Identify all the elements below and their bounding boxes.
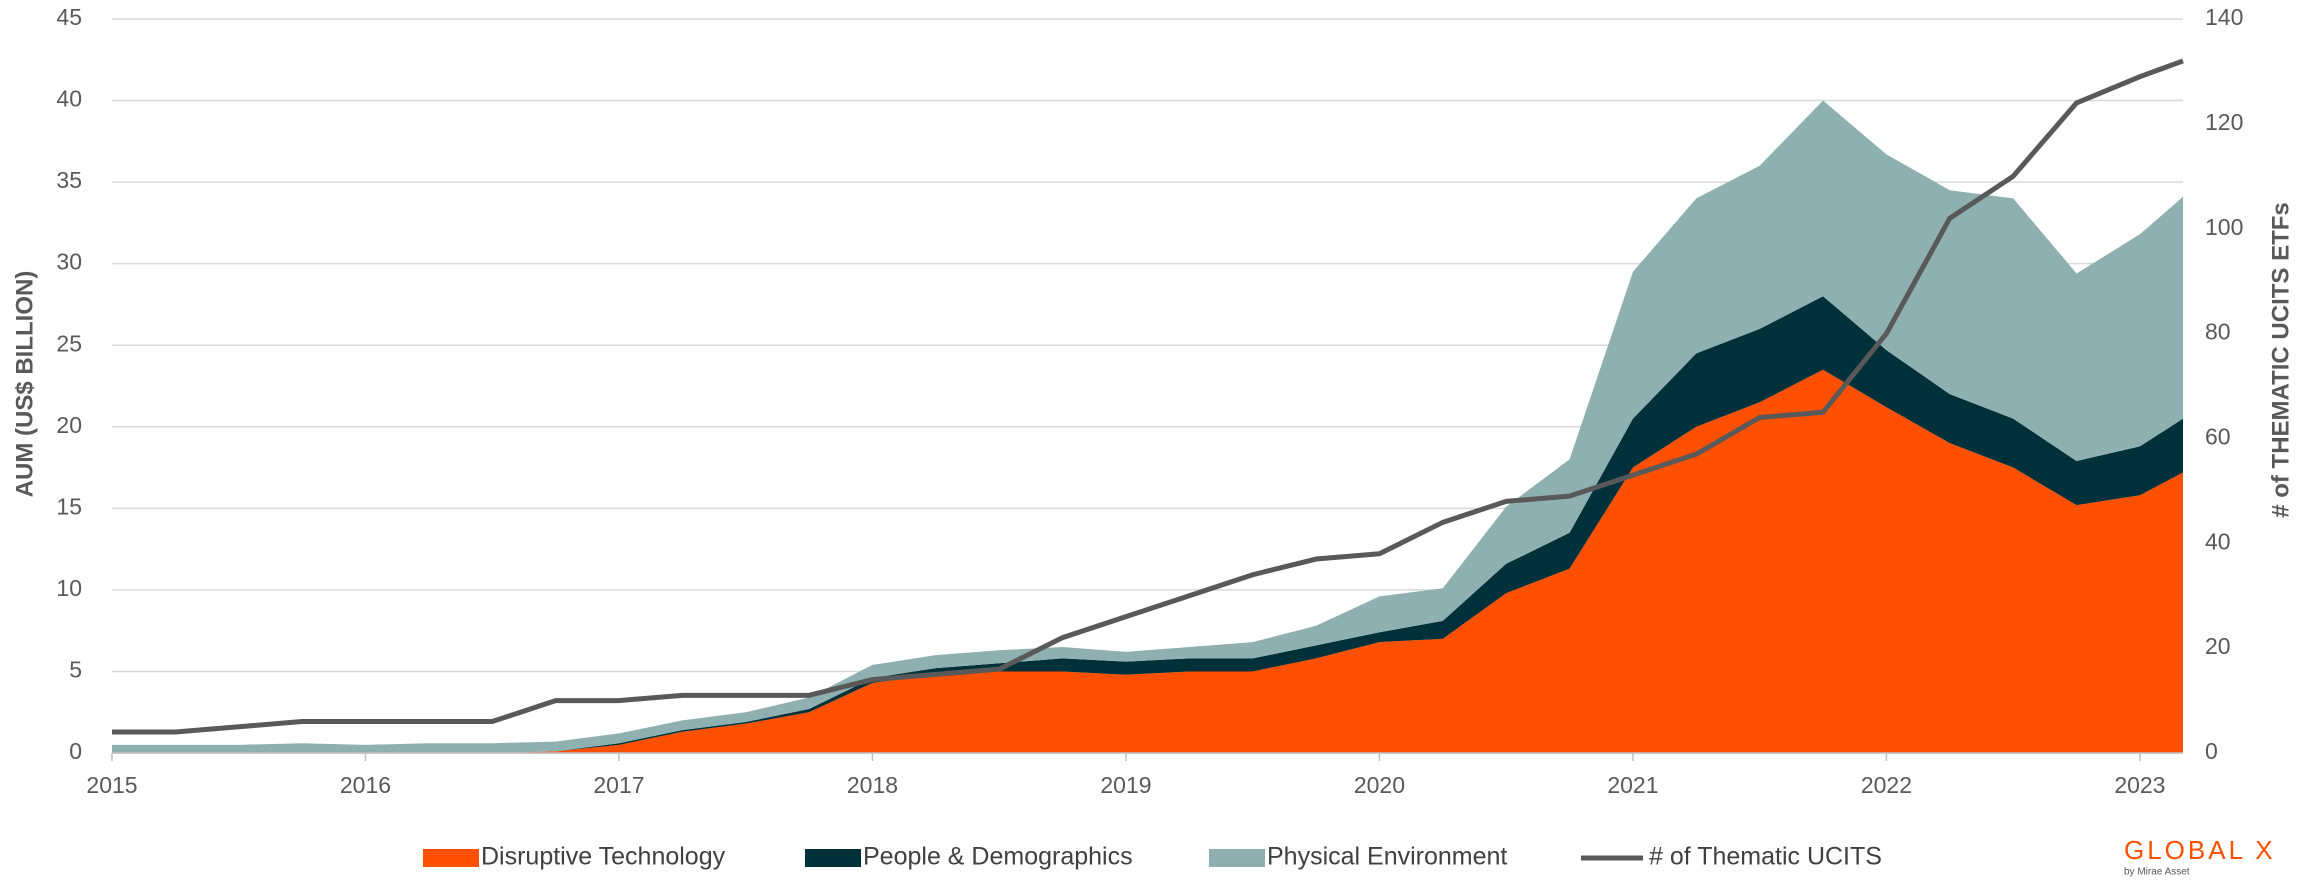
y2-tick-label: 80	[2205, 319, 2231, 345]
x-tick-label: 2016	[340, 772, 391, 798]
logo-subtext: by Mirae Asset	[2124, 867, 2190, 878]
y-tick-label: 40	[56, 86, 82, 112]
x-tick-label: 2018	[847, 772, 898, 798]
x-tick-label: 2015	[86, 772, 137, 798]
x-tick-label: 2022	[1861, 772, 1912, 798]
legend-label: Disruptive Technology	[481, 843, 726, 871]
y2-tick-label: 20	[2205, 633, 2231, 659]
y-tick-label: 0	[69, 738, 82, 764]
legend-swatch	[423, 849, 479, 867]
legend-label: Physical Environment	[1267, 843, 1507, 871]
y-tick-label: 15	[56, 493, 82, 519]
y-tick-label: 10	[56, 575, 82, 601]
y2-tick-label: 140	[2205, 4, 2243, 30]
y-tick-label: 35	[56, 167, 82, 193]
y2-tick-label: 120	[2205, 109, 2243, 135]
y-tick-label: 25	[56, 330, 82, 356]
y-tick-label: 30	[56, 249, 82, 275]
legend-label: People & Demographics	[863, 843, 1133, 871]
y-tick-label: 20	[56, 412, 82, 438]
y2-tick-label: 0	[2205, 738, 2218, 764]
y2-axis-title: # of THEMATIC UCITS ETFs	[2267, 202, 2294, 518]
area	[112, 296, 2183, 753]
x-tick-label: 2017	[593, 772, 644, 798]
legend-swatch	[805, 849, 861, 867]
x-tick-label: 2021	[1607, 772, 1658, 798]
line	[112, 58, 2184, 735]
y2-tick-label: 40	[2205, 528, 2231, 554]
y2-tick-label: 100	[2205, 214, 2243, 240]
y-axis-title: AUM (US$ BILLION)	[11, 271, 38, 498]
x-tick-label: 2019	[1100, 772, 1151, 798]
y-tick-label: 5	[69, 657, 82, 683]
y-tick-label: 45	[56, 4, 82, 30]
area	[112, 100, 2183, 754]
x-tick-label: 2020	[1354, 772, 1405, 798]
x-tick-label: 2023	[2114, 772, 2165, 798]
legend-label: # of Thematic UCITS	[1649, 843, 1882, 871]
legend-swatch	[1209, 849, 1265, 867]
y2-tick-label: 60	[2205, 424, 2231, 450]
logo: GLOBAL X	[2124, 835, 2276, 865]
